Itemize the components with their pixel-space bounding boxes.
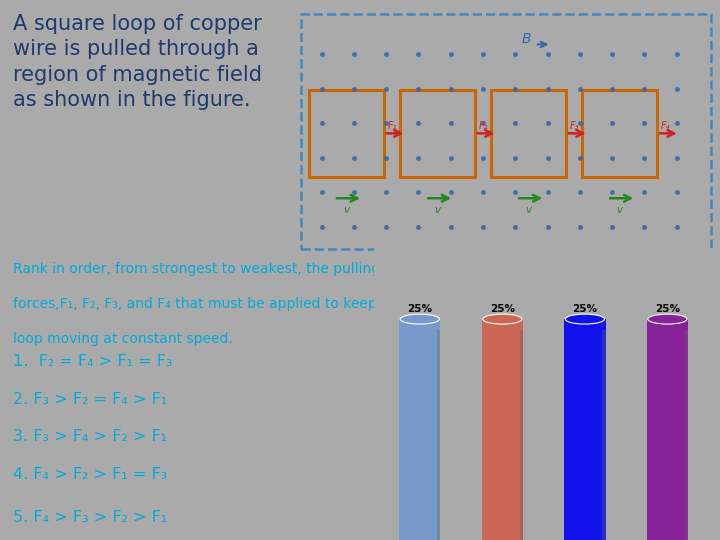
Ellipse shape xyxy=(648,314,687,324)
Bar xyxy=(400,90,474,177)
Text: 25%: 25% xyxy=(572,304,598,314)
Bar xyxy=(482,319,523,540)
Text: v: v xyxy=(343,205,349,215)
Bar xyxy=(602,330,606,540)
Text: F₄: F₄ xyxy=(661,120,670,131)
Text: 25%: 25% xyxy=(408,304,432,314)
Text: 5. F₄ > F₃ > F₂ > F₁: 5. F₄ > F₃ > F₂ > F₁ xyxy=(13,510,167,525)
Text: B: B xyxy=(522,32,531,46)
Text: 25%: 25% xyxy=(490,304,515,314)
Text: 4. F₄ > F₂ > F₁ = F₃: 4. F₄ > F₂ > F₁ = F₃ xyxy=(13,467,167,482)
Text: v: v xyxy=(434,205,441,215)
Bar xyxy=(564,319,606,540)
Bar xyxy=(582,90,657,177)
Text: 3. F₃ > F₄ > F₂ > F₁: 3. F₃ > F₄ > F₂ > F₁ xyxy=(13,429,167,444)
Text: F₂: F₂ xyxy=(479,120,488,131)
Text: F₃: F₃ xyxy=(570,120,580,131)
Text: F₁: F₁ xyxy=(388,120,397,131)
Text: 2. F₃ > F₂ = F₄ > F₁: 2. F₃ > F₂ = F₄ > F₁ xyxy=(13,392,167,407)
Text: forces,F₁, F₂, F₃, and F₄ that must be applied to keep the: forces,F₁, F₂, F₃, and F₄ that must be a… xyxy=(13,297,404,311)
Bar xyxy=(437,330,441,540)
Text: A square loop of copper
wire is pulled through a
region of magnetic field
as sho: A square loop of copper wire is pulled t… xyxy=(13,14,262,110)
Bar xyxy=(491,90,566,177)
Text: 25%: 25% xyxy=(655,304,680,314)
Text: Rank in order, from strongest to weakest, the pulling: Rank in order, from strongest to weakest… xyxy=(13,262,380,276)
Text: v: v xyxy=(526,205,531,215)
Bar xyxy=(309,90,384,177)
Text: v: v xyxy=(616,205,623,215)
Ellipse shape xyxy=(565,314,605,324)
Ellipse shape xyxy=(400,314,439,324)
Bar xyxy=(647,319,688,540)
Bar xyxy=(399,319,441,540)
Bar xyxy=(520,330,523,540)
Bar xyxy=(685,330,688,540)
Text: loop moving at constant speed.: loop moving at constant speed. xyxy=(13,332,233,346)
Ellipse shape xyxy=(482,314,522,324)
Text: 1.  F₂ = F₄ > F₁ = F₃: 1. F₂ = F₄ > F₁ = F₃ xyxy=(13,354,173,369)
